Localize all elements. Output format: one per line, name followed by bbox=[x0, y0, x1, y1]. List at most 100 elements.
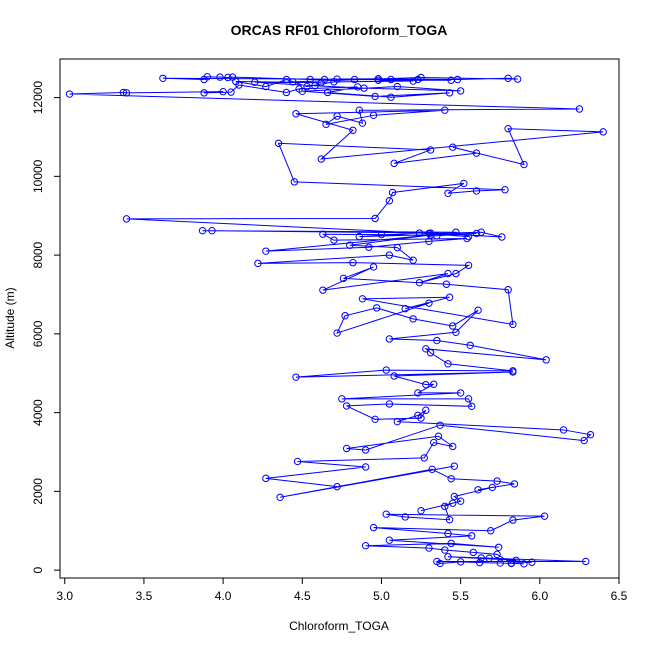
data-point bbox=[303, 82, 311, 91]
data-point bbox=[496, 559, 504, 567]
data-point bbox=[504, 286, 512, 294]
data-point bbox=[369, 111, 378, 120]
data-point bbox=[262, 247, 270, 255]
data-point bbox=[254, 259, 262, 268]
data-point bbox=[317, 155, 325, 163]
data-point bbox=[417, 414, 425, 422]
data-point bbox=[509, 320, 517, 329]
data-point bbox=[365, 243, 373, 251]
y-tick-label: 10000 bbox=[31, 159, 45, 193]
data-point bbox=[322, 120, 330, 129]
data-point bbox=[507, 559, 516, 567]
data-point bbox=[393, 417, 401, 426]
data-point bbox=[349, 258, 357, 267]
data-point bbox=[447, 539, 455, 548]
data-point bbox=[208, 226, 216, 235]
data-point bbox=[488, 483, 497, 492]
data-point bbox=[477, 554, 485, 562]
x-tick-label: 4.5 bbox=[294, 589, 311, 603]
series-line bbox=[69, 76, 604, 565]
data-point bbox=[342, 444, 351, 453]
data-point bbox=[276, 493, 284, 501]
data-point bbox=[387, 75, 395, 84]
data-point bbox=[434, 432, 443, 440]
x-tick-label: 5.0 bbox=[373, 589, 390, 603]
data-point bbox=[360, 84, 368, 92]
data-point bbox=[262, 82, 270, 91]
data-point bbox=[456, 389, 465, 397]
data-point bbox=[513, 75, 522, 83]
data-point bbox=[200, 89, 208, 97]
data-point bbox=[361, 463, 370, 471]
data-point bbox=[385, 197, 394, 205]
data-point bbox=[494, 543, 503, 551]
data-point bbox=[338, 395, 346, 403]
data-point bbox=[159, 74, 167, 83]
data-point bbox=[444, 360, 452, 368]
data-point bbox=[415, 278, 424, 287]
data-point bbox=[374, 74, 382, 83]
data-point bbox=[468, 402, 476, 411]
data-point bbox=[333, 329, 341, 337]
data-point bbox=[382, 510, 390, 518]
data-point bbox=[449, 322, 457, 330]
data-point bbox=[477, 228, 485, 236]
data-point bbox=[425, 237, 433, 246]
data-point bbox=[575, 105, 584, 113]
data-point bbox=[450, 462, 459, 470]
data-point bbox=[436, 421, 444, 429]
y-tick-label: 0 bbox=[31, 566, 45, 573]
y-tick-label: 4000 bbox=[31, 399, 45, 426]
data-point bbox=[493, 477, 501, 485]
data-point bbox=[428, 465, 436, 474]
data-point bbox=[333, 112, 341, 120]
data-point bbox=[445, 516, 454, 524]
data-point bbox=[350, 75, 359, 84]
data-point bbox=[306, 75, 314, 84]
data-point bbox=[540, 512, 549, 520]
data-point bbox=[520, 160, 528, 169]
data-point bbox=[371, 214, 379, 223]
data-point bbox=[339, 274, 348, 283]
data-point bbox=[377, 230, 386, 239]
data-point bbox=[528, 558, 536, 566]
data-point bbox=[487, 527, 495, 535]
data-point bbox=[504, 125, 512, 133]
data-point bbox=[504, 74, 512, 83]
data-point bbox=[228, 73, 237, 81]
data-point bbox=[393, 82, 401, 91]
x-axis-label: Chloroform_TOGA bbox=[289, 619, 389, 633]
data-point bbox=[426, 146, 435, 154]
data-point bbox=[559, 426, 568, 434]
data-point bbox=[452, 328, 460, 336]
data-point bbox=[422, 406, 430, 414]
data-point bbox=[390, 159, 398, 168]
data-point bbox=[385, 251, 394, 259]
data-point bbox=[599, 128, 607, 136]
data-point bbox=[468, 532, 476, 540]
data-point bbox=[198, 226, 207, 235]
data-point bbox=[422, 345, 430, 353]
data-point bbox=[472, 187, 481, 195]
data-point bbox=[582, 557, 590, 566]
data-point bbox=[444, 553, 452, 561]
data-point bbox=[450, 492, 459, 501]
data-point bbox=[425, 229, 433, 238]
y-tick-label: 12000 bbox=[31, 81, 45, 115]
data-point bbox=[122, 89, 131, 97]
data-point bbox=[319, 286, 327, 294]
data-point bbox=[426, 349, 435, 357]
data-point bbox=[447, 475, 455, 483]
data-point bbox=[464, 395, 473, 403]
data-point bbox=[122, 215, 131, 223]
data-point bbox=[385, 335, 394, 343]
data-point bbox=[355, 106, 363, 114]
data-point bbox=[442, 280, 451, 288]
data-point bbox=[472, 229, 481, 238]
data-point bbox=[369, 263, 378, 271]
data-point bbox=[474, 306, 482, 314]
data-point bbox=[319, 230, 327, 238]
data-point bbox=[311, 82, 319, 90]
data-point bbox=[203, 73, 211, 81]
data-point bbox=[475, 558, 484, 567]
